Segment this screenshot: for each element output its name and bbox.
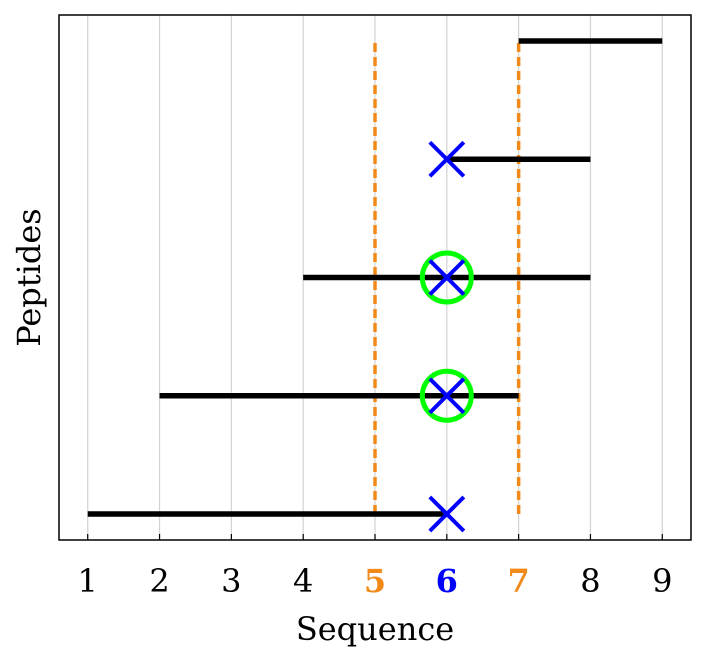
x-axis-title: Sequence (296, 610, 454, 648)
x-tick-label: 4 (293, 562, 313, 600)
circle-marker-1 (419, 368, 474, 423)
y-axis-title: Peptides (10, 208, 48, 346)
x-tick-label: 1 (78, 562, 98, 600)
cross-marker-5 (428, 259, 466, 296)
x-tick-label: 6 (436, 562, 458, 600)
circle-marker-2 (419, 250, 474, 305)
cross-marker-6 (428, 140, 466, 178)
cross-marker-4 (428, 377, 466, 415)
cross-stroke (428, 495, 466, 533)
cross-stroke (428, 259, 466, 296)
x-tick-label: 3 (221, 562, 241, 600)
cross-stroke (428, 140, 466, 178)
x-tick-label: 8 (580, 562, 600, 600)
reference-lines (373, 41, 521, 514)
cross-marker-3 (428, 495, 466, 533)
cross-stroke (428, 377, 466, 415)
x-tick-label: 2 (149, 562, 169, 600)
x-tick-label: 5 (364, 562, 386, 600)
x-tick-label: 7 (508, 562, 530, 600)
x-tick-label: 9 (652, 562, 672, 600)
x-axis-ticks: 1 2 3 4 5 6 7 8 9 (78, 534, 672, 600)
markers (419, 140, 474, 533)
